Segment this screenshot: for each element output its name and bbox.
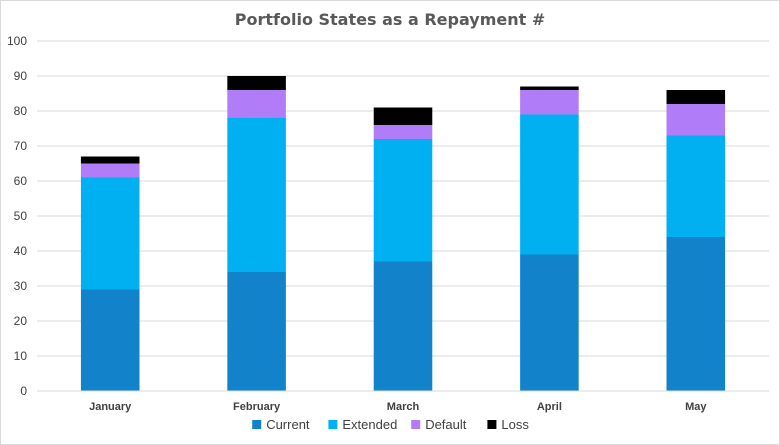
x-category-label: May — [685, 401, 707, 413]
bar-extended-april — [520, 114, 579, 255]
bar-default-may — [666, 104, 726, 136]
bar-loss-may — [666, 90, 726, 104]
y-tick-label: 50 — [14, 209, 28, 223]
bar-loss-march — [373, 107, 433, 125]
legend-swatch-current — [252, 420, 262, 429]
bar-extended-march — [373, 139, 433, 262]
bar-current-april — [520, 254, 579, 391]
y-tick-label: 70 — [14, 139, 28, 153]
y-tick-label: 10 — [14, 349, 28, 363]
x-category-label: January — [89, 401, 132, 413]
bar-loss-april — [520, 86, 579, 90]
bar-current-february — [227, 272, 286, 391]
bar-extended-february — [227, 118, 286, 272]
y-tick-label: 20 — [14, 314, 28, 328]
legend-label-extended: Extended — [342, 417, 397, 432]
y-tick-label: 30 — [14, 279, 28, 293]
bar-current-january — [80, 289, 140, 391]
y-tick-label: 60 — [14, 174, 28, 188]
legend: Current Extended Default Loss — [252, 417, 529, 432]
legend-swatch-extended — [328, 420, 338, 429]
legend-label-default: Default — [425, 417, 467, 432]
x-category-label: April — [537, 401, 562, 413]
y-tick-label: 90 — [14, 69, 28, 83]
bar-extended-may — [666, 135, 726, 237]
legend-label-current: Current — [266, 417, 310, 432]
legend-swatch-loss — [487, 420, 497, 429]
bar-default-january — [80, 163, 140, 178]
x-axis-labels: January February March April May — [89, 401, 707, 413]
bar-default-april — [520, 90, 579, 115]
legend-swatch-default — [411, 420, 421, 429]
bar-current-march — [373, 261, 433, 391]
bar-extended-january — [80, 177, 140, 290]
y-tick-label: 100 — [7, 34, 27, 48]
y-tick-label: 40 — [14, 244, 28, 258]
bar-loss-february — [227, 76, 286, 90]
bar-default-february — [227, 90, 286, 118]
bar-loss-january — [80, 156, 140, 164]
legend-label-loss: Loss — [501, 417, 529, 432]
x-category-label: March — [387, 401, 420, 413]
bars — [80, 76, 726, 391]
x-category-label: February — [233, 401, 281, 413]
chart-title: Portfolio States as a Repayment # — [235, 10, 545, 29]
bar-default-march — [373, 125, 433, 139]
bar-current-may — [666, 237, 726, 391]
y-axis-ticks: 0 10 20 30 40 50 60 70 80 90 100 — [7, 34, 27, 398]
y-tick-label: 80 — [14, 104, 28, 118]
y-tick-label: 0 — [20, 384, 27, 398]
